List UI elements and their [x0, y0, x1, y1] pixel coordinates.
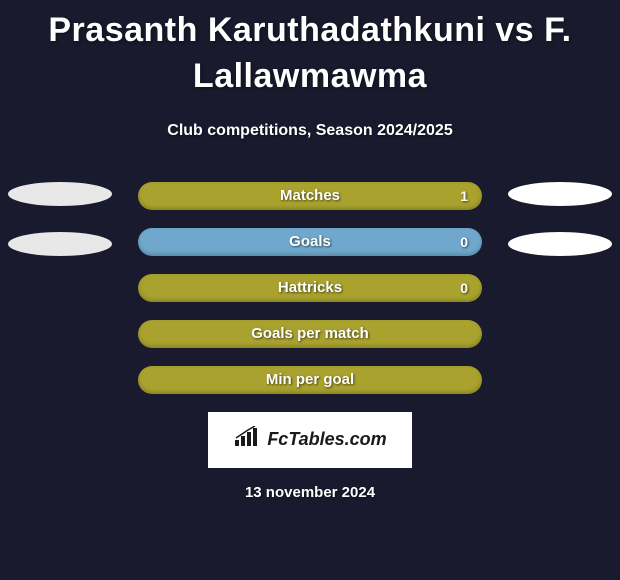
- logo-box: FcTables.com: [208, 412, 412, 468]
- stat-value: 0: [460, 280, 468, 296]
- stat-label: Hattricks: [278, 279, 342, 296]
- stat-bar: Goals 0: [138, 228, 482, 256]
- right-oval: [508, 182, 612, 206]
- stat-bar: Goals per match: [138, 320, 482, 348]
- right-oval: [508, 232, 612, 256]
- main-container: Prasanth Karuthadathkuni vs F. Lallawmaw…: [0, 0, 620, 501]
- left-oval: [8, 182, 112, 206]
- stat-bar: Min per goal: [138, 366, 482, 394]
- stat-label: Goals per match: [251, 325, 369, 342]
- logo-text: FcTables.com: [267, 429, 386, 450]
- stats-section: Matches 1 Goals 0 Hattricks 0 Goals per …: [0, 182, 620, 394]
- date-text: 13 november 2024: [0, 484, 620, 501]
- stat-label: Min per goal: [266, 371, 354, 388]
- stat-row-hattricks: Hattricks 0: [0, 274, 620, 302]
- stat-row-goals-per-match: Goals per match: [0, 320, 620, 348]
- subtitle: Club competitions, Season 2024/2025: [0, 122, 620, 140]
- stat-row-matches: Matches 1: [0, 182, 620, 210]
- page-title: Prasanth Karuthadathkuni vs F. Lallawmaw…: [0, 8, 620, 100]
- stat-value: 0: [460, 234, 468, 250]
- stat-bar: Hattricks 0: [138, 274, 482, 302]
- stat-label: Matches: [280, 187, 340, 204]
- left-oval: [8, 232, 112, 256]
- stat-row-min-per-goal: Min per goal: [0, 366, 620, 394]
- stat-bar: Matches 1: [138, 182, 482, 210]
- stat-label: Goals: [289, 233, 331, 250]
- stat-row-goals: Goals 0: [0, 228, 620, 256]
- chart-icon: [233, 426, 261, 453]
- stat-value: 1: [460, 188, 468, 204]
